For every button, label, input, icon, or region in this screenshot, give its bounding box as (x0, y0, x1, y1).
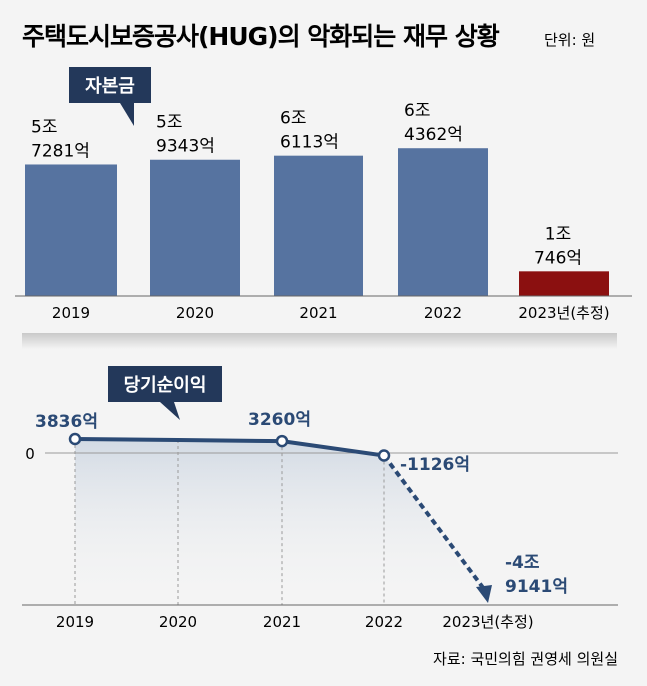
capital-tag-box (69, 67, 151, 103)
bar-value-label: 6조 (404, 101, 430, 121)
line-tick-label: 2019 (56, 613, 94, 631)
bar-value-label: 5조 (31, 117, 57, 137)
line-value-label: 3836억 (35, 412, 98, 432)
bar-4 (519, 271, 609, 296)
profit-tag-pointer (160, 402, 180, 420)
profit-line-estimate (382, 454, 486, 591)
bar-value-label: 1조 (545, 224, 571, 244)
line-value-label: 3260억 (248, 410, 311, 430)
profit-arrowhead (476, 585, 492, 603)
capital-tag-pointer (120, 103, 134, 126)
chart-title: 주택도시보증공사(HUG)의 악화되는 재무 상황 (22, 22, 500, 51)
line-tick-label: 2021 (263, 613, 301, 631)
line-tick-label: 2020 (159, 613, 197, 631)
section-divider (22, 333, 617, 349)
line-value-label: 9141억 (505, 577, 568, 597)
line-value-label: -4조 (505, 553, 540, 573)
line-chart: 0 2019 2020 2021 2022 2023년(추정) 3836억 3260억 -1… (22, 366, 618, 631)
line-tick-label: 2023년(추정) (442, 613, 533, 631)
bar-tick-label: 2023년(추정) (518, 304, 609, 322)
bar-tick-label: 2020 (176, 304, 214, 322)
line-tick-label: 2022 (365, 613, 403, 631)
bar-value-label: 5조 (156, 113, 182, 133)
profit-point (275, 434, 289, 448)
capital-tag-label: 자본금 (85, 76, 135, 97)
line-x-axis: 2019 2020 2021 2022 2023년(추정) (56, 613, 534, 631)
bar-value-labels: 5조 7281억 5조 9343억 6조 6113억 6조 4362억 1조 746억 (31, 101, 582, 268)
bar-value-label: 6113억 (280, 133, 339, 153)
line-value-label: -1126억 (400, 455, 470, 475)
line-value-labels: 3836억 3260억 -1126억 -4조 9141억 (35, 410, 568, 597)
bar-chart: 2019 2020 2021 2022 2023년(추정) 5조 7281억 5조 9343억… (15, 67, 632, 322)
zero-label: 0 (25, 445, 35, 463)
bar-value-label: 746억 (534, 248, 582, 268)
profit-tag-label: 당기순이익 (124, 375, 207, 396)
bar-1 (150, 159, 240, 296)
profit-tag-box (108, 366, 222, 402)
profit-tag: 당기순이익 (108, 366, 222, 420)
profit-line-actual (74, 437, 385, 458)
bar-tick-label: 2021 (299, 304, 337, 322)
bar-value-label: 9343억 (156, 137, 215, 157)
bar-0 (25, 164, 117, 296)
bar-group (25, 148, 609, 296)
line-series (68, 432, 492, 603)
capital-tag: 자본금 (69, 67, 151, 126)
profit-point (377, 449, 391, 462)
bar-value-label: 4362억 (404, 125, 463, 145)
bar-tick-label: 2022 (424, 304, 462, 322)
bar-value-label: 6조 (280, 109, 306, 129)
profit-point (68, 432, 82, 446)
bar-tick-label: 2019 (52, 304, 90, 322)
source-label: 자료: 국민의힘 권영세 의원실 (433, 650, 618, 668)
bar-value-label: 7281억 (31, 141, 90, 161)
unit-label: 단위: 원 (544, 31, 595, 49)
bar-x-axis: 2019 2020 2021 2022 2023년(추정) (52, 304, 610, 322)
bar-3 (398, 148, 488, 296)
bar-2 (274, 155, 363, 296)
line-gridlines (74, 439, 385, 605)
